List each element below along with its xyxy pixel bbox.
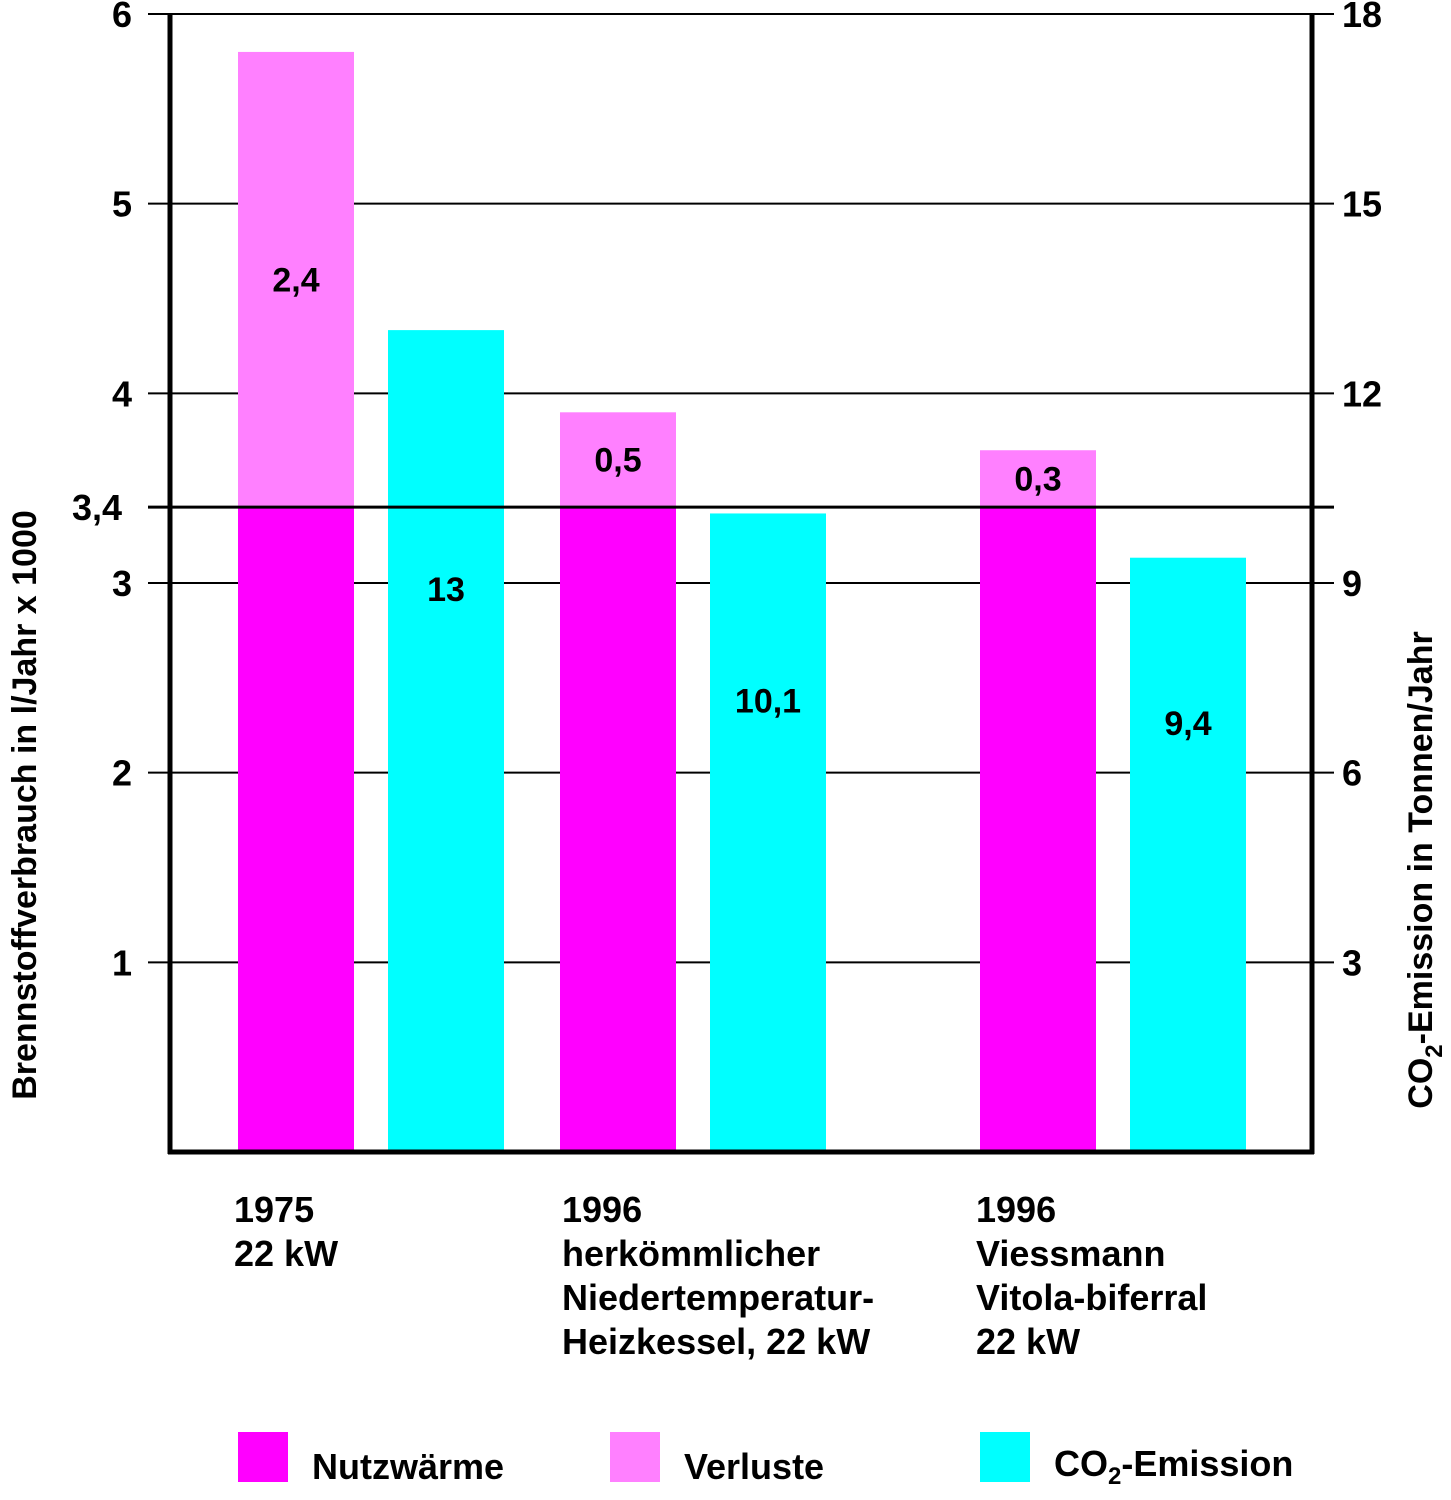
bar-verluste: [980, 450, 1096, 508]
plot-frame: [148, 14, 1334, 1155]
category-label-line: Viessmann: [976, 1233, 1166, 1274]
left-tick-label-reference: 3,4: [72, 487, 122, 528]
right-tick-label: 9: [1342, 563, 1362, 604]
left-tick-label: 3: [112, 563, 132, 604]
bars: [238, 51, 1246, 1153]
category-label: 1996 Viessmann Vitola-biferral 22 kW: [976, 1188, 1207, 1364]
bar-value-label-co2-emission: 13: [427, 571, 465, 609]
legend-swatch-co2-emission: [980, 1432, 1030, 1482]
right-tick-label: 15: [1342, 184, 1382, 225]
bar-verluste: [560, 412, 676, 508]
category-label-line: herkömmlicher: [562, 1233, 821, 1274]
category-label-line: 1975: [234, 1189, 315, 1230]
right-axis-title: CO2-Emission in Tonnen/Jahr: [1402, 631, 1448, 1108]
legend-swatch-verluste: [610, 1432, 660, 1482]
right-tick-label: 12: [1342, 373, 1382, 414]
legend-item-nutzwaerme: Nutzwärme: [238, 1432, 504, 1487]
category-label: 1996 herkömmlicher Niedertemperatur- Heizke…: [562, 1188, 874, 1364]
legend: Nutzwärme Verluste CO2-Emission: [0, 1432, 1451, 1492]
legend-label-verluste: Verluste: [684, 1446, 825, 1487]
bar-verluste: [238, 51, 354, 508]
bar-nutzwaerme: [238, 507, 354, 1153]
category-label-line: Niedertemperatur-: [562, 1277, 875, 1318]
category-label-line: 1996: [976, 1189, 1057, 1230]
left-tick-label: 4: [112, 373, 132, 414]
category-label-line: Heizkessel, 22 kW: [562, 1321, 871, 1362]
legend-swatch-nutzwaerme: [238, 1432, 288, 1482]
bar-value-label-verluste: 0,5: [594, 442, 641, 480]
bar-value-label-co2-emission: 10,1: [735, 683, 801, 721]
bar-value-label-co2-emission: 9,4: [1164, 705, 1211, 743]
left-axis-title: Brennstoffverbrauch in l/Jahr x 1000: [6, 510, 44, 1100]
bar-value-labels: 2,4 13 0,5 10,1 0,3 9,4: [272, 262, 1211, 743]
right-tick-label: 18: [1342, 0, 1382, 35]
bar-nutzwaerme: [560, 507, 676, 1153]
legend-item-co2-emission: CO2-Emission: [980, 1432, 1293, 1490]
bar-nutzwaerme: [980, 507, 1096, 1153]
legend-label-co2-emission: CO2-Emission: [1054, 1442, 1294, 1491]
bar-co2-emission: [710, 513, 826, 1152]
bar-value-label-verluste: 2,4: [272, 262, 319, 300]
left-tick-label: 1: [112, 942, 132, 983]
category-label-line: Vitola-biferral: [976, 1277, 1208, 1318]
category-label-line: 1996: [562, 1189, 643, 1230]
category-label: 1975 22 kW: [234, 1188, 338, 1276]
left-tick-label: 2: [112, 753, 132, 794]
category-label-line: 22 kW: [976, 1321, 1081, 1362]
left-tick-label: 6: [112, 0, 132, 35]
legend-item-verluste: Verluste: [610, 1432, 824, 1487]
bar-value-label-verluste: 0,3: [1014, 461, 1061, 499]
left-tick-label: 5: [112, 184, 132, 225]
right-tick-label: 6: [1342, 753, 1362, 794]
legend-label-nutzwaerme: Nutzwärme: [312, 1446, 505, 1487]
category-label-line: 22 kW: [234, 1233, 339, 1274]
bar-co2-emission: [1130, 557, 1246, 1152]
bar-co2-emission: [388, 330, 504, 1153]
right-tick-label: 3: [1342, 942, 1362, 983]
